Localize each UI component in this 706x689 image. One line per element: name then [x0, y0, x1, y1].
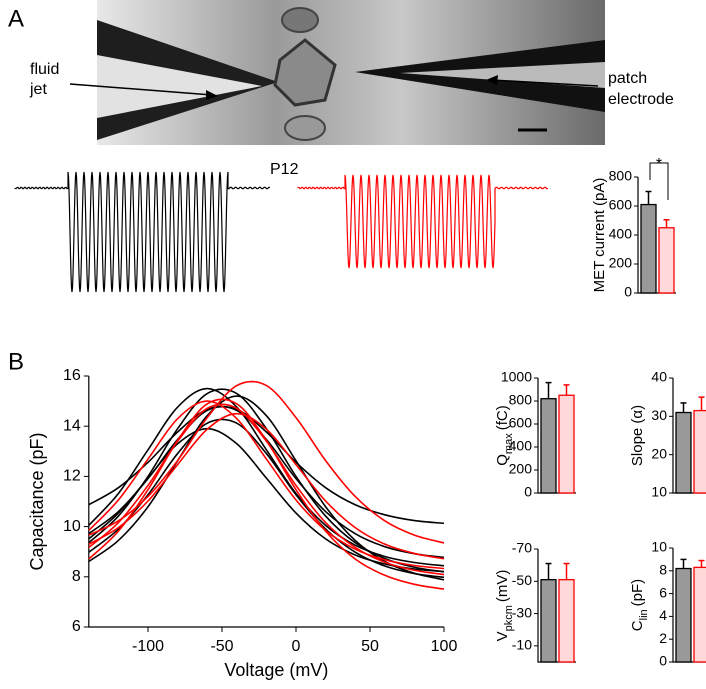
y-tick-label: 1000 [501, 369, 532, 385]
image-label: electrode [608, 91, 674, 108]
y-tick-label: -30 [512, 604, 532, 620]
y-tick-label: 200 [609, 255, 633, 271]
y-axis-label-part: V [494, 631, 511, 641]
y-axis-label: Capacitance (pF) [27, 432, 47, 570]
y-axis-label-part: (pF) [629, 579, 646, 607]
capacitance-curve [88, 403, 445, 576]
x-tick-label: -100 [132, 638, 164, 655]
y-axis-label-part: (mV) [494, 570, 511, 603]
bar [558, 394, 575, 494]
y-tick-label: 30 [651, 407, 667, 423]
y-axis-label-part: max [503, 433, 515, 454]
y-tick-label: 6 [72, 618, 81, 635]
y-tick-label: 0 [524, 484, 532, 500]
y-tick-label: 6 [659, 584, 667, 600]
y-tick-label: 8 [72, 568, 81, 585]
x-tick-label: 100 [431, 638, 458, 655]
capacitance-curve [88, 412, 445, 560]
y-tick-label: 400 [609, 226, 633, 242]
capacitance-curve [88, 418, 445, 579]
y-tick-label: 0 [624, 284, 632, 300]
trace-label: P12 [270, 161, 299, 178]
y-tick-label: 2 [659, 630, 667, 646]
x-axis-label: Voltage (mV) [224, 660, 328, 680]
y-tick-label: 14 [63, 417, 81, 434]
arrow [491, 79, 599, 87]
y-tick-label: 10 [63, 518, 81, 535]
bar [540, 398, 557, 494]
bar [540, 579, 557, 663]
y-axis-label: Clin (pF) [629, 579, 650, 631]
significance-bracket [649, 162, 669, 200]
y-tick-label: 600 [609, 197, 633, 213]
bar [558, 579, 575, 663]
image-label: patch [608, 70, 647, 87]
y-axis-label: Slope (α) [629, 405, 646, 466]
image-label: fluid [30, 61, 59, 78]
y-axis-label-part: pkcm [503, 605, 515, 631]
y-tick-label: 10 [651, 539, 667, 555]
panel-label: A [8, 5, 24, 32]
image-label: jet [29, 81, 47, 98]
capacitance-curve [88, 387, 445, 567]
y-axis-label-part: Q [494, 454, 511, 466]
y-tick-label: -50 [512, 572, 532, 588]
y-tick-label: -10 [512, 637, 532, 653]
capacitance-curve [88, 405, 445, 525]
capacitance-curve [88, 380, 445, 544]
bar [693, 409, 706, 494]
bar [658, 227, 675, 294]
x-tick-label: -50 [210, 638, 233, 655]
y-tick-label: 0 [659, 653, 667, 669]
y-tick-label: 10 [651, 484, 667, 500]
capacitance-curve [88, 400, 445, 570]
bar [693, 566, 706, 663]
y-tick-label: 800 [609, 168, 633, 184]
x-tick-label: 0 [292, 638, 301, 655]
arrow-head [206, 90, 218, 100]
y-tick-label: 8 [659, 562, 667, 578]
arrow-head [486, 75, 498, 85]
y-tick-label: 4 [659, 607, 667, 623]
significance-label: * [656, 156, 662, 173]
y-tick-label: 40 [651, 369, 667, 385]
y-axis-label: Vpkcm (mV) [494, 570, 515, 642]
y-tick-label: -70 [512, 540, 532, 556]
current-trace [14, 171, 271, 293]
bar [675, 567, 692, 663]
y-axis-label: MET current (pA) [591, 178, 608, 293]
y-axis-label-part: C [629, 620, 646, 631]
bar [640, 203, 657, 294]
y-tick-label: 200 [509, 461, 533, 477]
y-tick-label: 16 [63, 367, 81, 384]
x-tick-label: 50 [361, 638, 379, 655]
y-axis-label-part: (fC) [494, 405, 511, 430]
arrow [69, 83, 213, 96]
y-tick-label: 600 [509, 415, 533, 431]
current-trace [297, 174, 549, 269]
micrograph [97, 0, 605, 145]
y-tick-label: 800 [509, 392, 533, 408]
capacitance-curve [88, 395, 445, 581]
panel-label: B [8, 348, 24, 375]
y-tick-label: 12 [63, 468, 81, 485]
y-tick-label: 400 [509, 438, 533, 454]
y-axis-label-part: lin [638, 609, 650, 620]
y-tick-label: 20 [651, 445, 667, 461]
y-axis-label: Qmax (fC) [494, 405, 515, 465]
bar [675, 411, 692, 494]
